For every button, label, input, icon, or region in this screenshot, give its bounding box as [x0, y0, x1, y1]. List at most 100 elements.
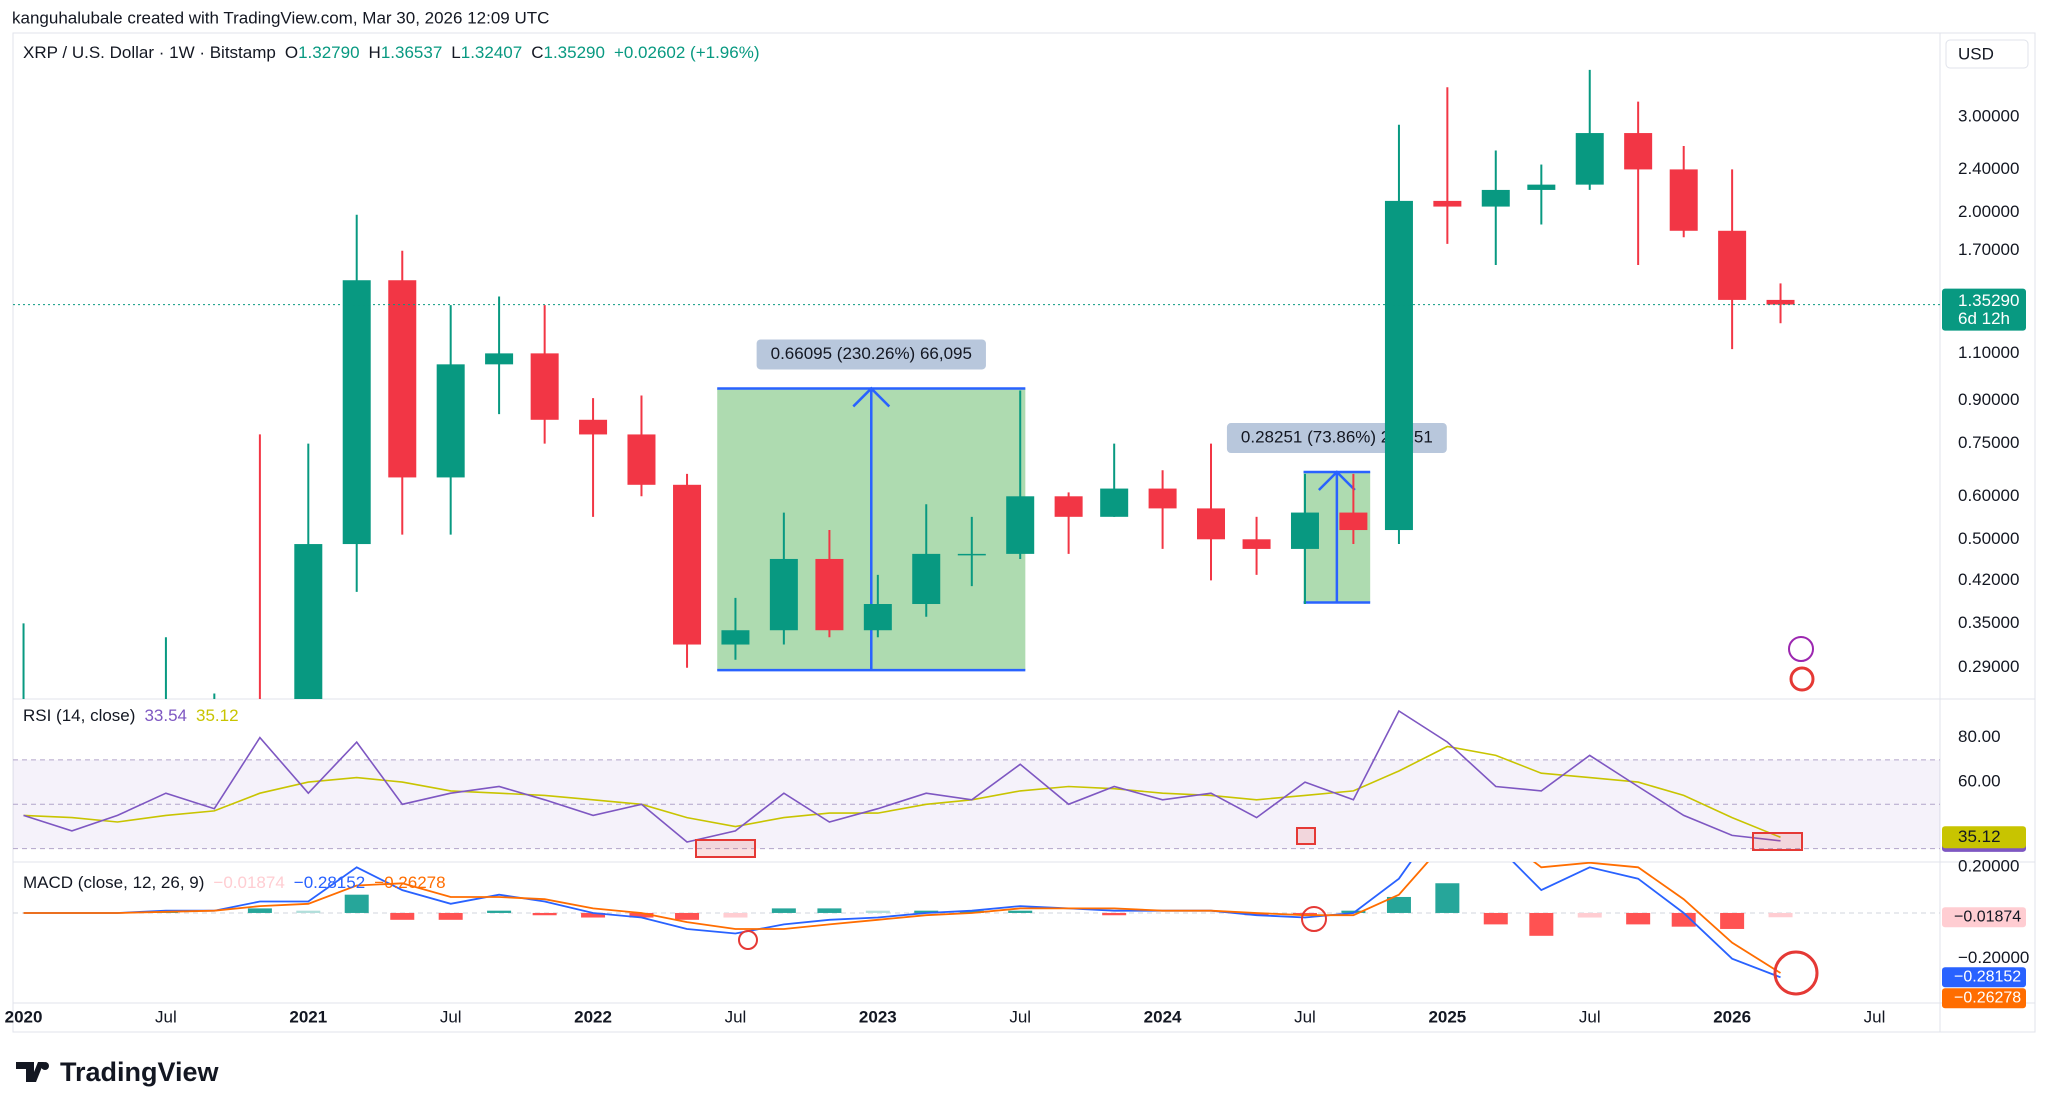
ohlc-value: 1.35290 [543, 43, 604, 62]
logo: TradingView [16, 1057, 220, 1087]
x-tick-label: Jul [155, 1007, 177, 1026]
currency-button[interactable] [1945, 39, 2029, 69]
histogram-bar [723, 912, 748, 918]
y-tick-label: 3.00000 [1958, 106, 2019, 125]
candle-body [436, 364, 465, 478]
y-tick-label: 0.35000 [1958, 613, 2019, 632]
value-tag-label: −0.01874 [1954, 908, 2021, 925]
x-tick-label: Jul [1864, 1007, 1886, 1026]
histogram-bar [1435, 883, 1460, 913]
ohlc-key: O [285, 43, 298, 62]
candle-body [1766, 299, 1795, 305]
y-tick-label: 1.70000 [1958, 240, 2019, 259]
legend-value: −0.28152 [294, 873, 365, 892]
ohlc-value: 1.32790 [298, 43, 359, 62]
last-price-tag [1942, 288, 2026, 331]
highlights [695, 827, 1819, 996]
currency[interactable]: USD [1958, 44, 1994, 63]
histogram-bar [1529, 912, 1554, 936]
y-tick-label: 1.10000 [1958, 343, 2019, 362]
y-tick-label: 0.42000 [1958, 570, 2019, 589]
range-label-box [756, 339, 986, 370]
histogram-bar [1483, 912, 1508, 925]
candle-body [1148, 488, 1177, 509]
x-tick-label: 2021 [289, 1007, 327, 1026]
symbol-title: XRP / U.S. Dollar · 1W · Bitstamp [23, 43, 276, 62]
histogram-bar [438, 912, 463, 920]
logo-icon [16, 1062, 44, 1082]
legend: XRP / U.S. Dollar · 1W · Bitstamp O1.3279… [23, 43, 760, 62]
ohlc-value: 1.32407 [461, 43, 522, 62]
candle-body [1384, 200, 1413, 531]
plot-area [13, 709, 1940, 850]
histogram-bar [532, 912, 557, 916]
candle-body [627, 434, 656, 485]
highlight-circle [1773, 950, 1819, 996]
x-tick-label: Jul [440, 1007, 462, 1026]
histogram-bar [1341, 910, 1366, 913]
rsi-pane: 80.00 60.00 33.54 35.12 [13, 709, 2026, 852]
value-tag [1942, 967, 2026, 988]
candle-body [1197, 508, 1226, 540]
value-tag [1942, 907, 2026, 928]
candle-body [485, 353, 514, 365]
x-tick-label: 2020 [5, 1007, 43, 1026]
icon-button[interactable] [1788, 636, 1814, 662]
candle-body [673, 484, 702, 645]
countdown: 6d 12h [1958, 309, 2010, 328]
histogram-bar [1768, 912, 1793, 918]
y-tick-label: 0.50000 [1958, 529, 2019, 548]
value-tag [1942, 826, 2026, 849]
macd-line [23, 862, 1781, 979]
histogram-bar [1386, 896, 1411, 913]
histogram-bar [390, 912, 415, 920]
histogram-bar [914, 910, 939, 913]
histogram-bar [1292, 912, 1317, 916]
candle-body [957, 553, 986, 556]
histogram-bar [1244, 912, 1269, 916]
candle-body [579, 419, 608, 435]
candle-body [1527, 184, 1556, 190]
plot-area [13, 862, 1940, 979]
candle-body [721, 630, 750, 645]
ohlc-key: L [451, 43, 460, 62]
candle-body [1669, 169, 1698, 231]
y-tick-label: 60.00 [1958, 772, 2001, 791]
highlight-circle [1301, 906, 1327, 932]
y-tick-label: 2.40000 [1958, 159, 2019, 178]
candle-body [1054, 496, 1083, 517]
pane-title: RSI (14, close) [23, 706, 135, 725]
x-tick-label: 2022 [574, 1007, 612, 1026]
x-tick-label: 2026 [1713, 1007, 1751, 1026]
icon-button[interactable] [1789, 666, 1815, 692]
candle-body [246, 703, 274, 733]
value-tag-label: −0.26278 [1954, 990, 2021, 1007]
histogram-bar [865, 910, 890, 913]
value-tag [1942, 988, 2026, 1009]
y-tick-label: 0.29000 [1958, 657, 2019, 676]
histogram-bar [1720, 912, 1745, 929]
pane-legend: MACD (close, 12, 26, 9) −0.01874 −0.28152−… [23, 873, 446, 892]
legend-value: 35.12 [196, 706, 239, 725]
candle-body [1624, 133, 1653, 170]
range-arrow [1317, 470, 1356, 603]
histogram-bar [344, 894, 369, 913]
candle-body [1481, 189, 1510, 207]
histogram-bar [296, 910, 321, 913]
candle-body [912, 553, 941, 605]
ohlc-value: 1.36537 [381, 43, 442, 62]
candle-body [530, 353, 559, 420]
candle-body [863, 604, 892, 631]
x-tick-label: Jul [1009, 1007, 1031, 1026]
candle-body [1433, 200, 1462, 207]
histogram-bar [581, 912, 606, 918]
candle-body [294, 544, 323, 699]
histogram-bar [959, 910, 984, 913]
x-tick-label: 2025 [1428, 1007, 1466, 1026]
range-label: 0.66095 (230.26%) 66,095 [771, 344, 972, 363]
ohlc-key: H [369, 43, 381, 62]
value-tag-label: −0.28152 [1954, 969, 2021, 986]
histogram-bar [1102, 912, 1127, 916]
plot-area: 0.66095 (230.26%) 66,095 0.28251 (73.86%)… [13, 69, 1940, 733]
